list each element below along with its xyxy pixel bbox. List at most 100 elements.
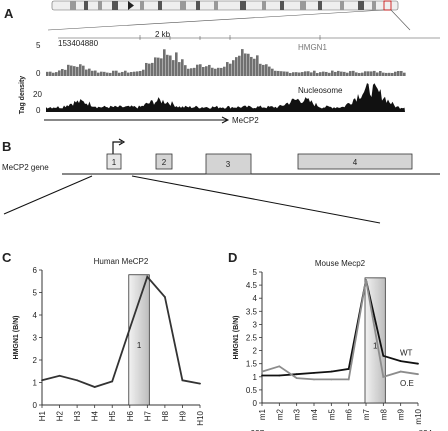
data-point: [199, 382, 201, 385]
y-tick-label: 3: [33, 334, 38, 343]
hmgn1-density-bar: [202, 67, 205, 76]
ideogram-band: [358, 1, 364, 10]
hmgn1-density-bar: [262, 64, 265, 76]
hmgn1-density-bar: [337, 70, 340, 76]
hmgn1-density-bar: [208, 64, 211, 76]
nucleosome-track-label: Nucleosome: [298, 86, 343, 95]
panel-label-a: A: [4, 6, 14, 21]
hmgn1-density-bar: [220, 67, 223, 76]
hmgn1-density-bar: [289, 72, 292, 76]
hmgn1-density-bar: [229, 63, 232, 76]
data-point: [399, 360, 402, 362]
y-tick-label: 2: [33, 356, 38, 365]
y-tick-label: 0.5: [246, 386, 258, 395]
centromere: [128, 1, 134, 10]
hmgn1-density-bar: [142, 69, 145, 76]
hmgn1-track-label: HMGN1: [298, 43, 327, 52]
hmgn1-density-bar: [148, 63, 151, 76]
hmgn1-density-bar: [118, 72, 121, 76]
hmgn1-density-bar: [250, 56, 253, 76]
nuc-tick-bottom: 0: [36, 106, 41, 115]
y-tick-label: 1: [253, 373, 258, 382]
hmgn1-density-bar: [82, 65, 85, 76]
ideogram-band: [214, 1, 218, 10]
exon-4-label: 4: [353, 158, 358, 167]
hmgn1-density-bar: [259, 63, 262, 76]
exon-1-label: 1: [112, 158, 117, 167]
hmgn1-density-bar: [241, 49, 244, 76]
hmgn1-density-bar: [370, 71, 373, 76]
hmgn1-density-bar: [163, 49, 166, 76]
hmgn1-density-bar: [328, 72, 331, 76]
hmgn1-density-bar: [343, 71, 346, 76]
hmgn1-density-bar: [133, 71, 136, 76]
x-tick-label: m6: [345, 408, 354, 420]
hmgn1-density-bar: [46, 71, 49, 76]
hmgn1-density-bar: [121, 71, 124, 76]
hmgn1-density-bar: [73, 66, 76, 76]
data-point: [261, 374, 263, 377]
hmgn1-density-bar: [295, 72, 298, 76]
data-point: [295, 377, 298, 380]
x-tick-label: H3: [73, 410, 82, 421]
y-tick-label: 2: [253, 347, 258, 356]
x-start-label: -937: [248, 429, 265, 431]
hmgn1-density-bar: [112, 70, 115, 76]
hmgn1-density-bar: [367, 71, 370, 76]
hmgn1-density-bar: [109, 72, 112, 76]
hmgn1-density-bar: [217, 67, 220, 76]
data-point: [146, 275, 149, 278]
data-point: [313, 371, 315, 374]
hmgn1-density-bar: [334, 71, 337, 76]
ideogram-band: [240, 1, 246, 10]
x-tick-label: m2: [275, 408, 284, 420]
hmgn1-density-bar: [382, 72, 385, 76]
hmgn1-density-bar: [94, 70, 97, 76]
ideogram-band: [300, 1, 306, 10]
exon-3-label: 3: [226, 160, 231, 169]
hmgn1-density-bar: [394, 71, 397, 76]
hmgn1-density-bar: [319, 72, 322, 76]
hmgn1-density-bar: [223, 66, 226, 76]
y-tick-label: 0: [253, 399, 258, 408]
hmgn1-density-bar: [313, 70, 316, 76]
hmgn1-density-bar: [157, 57, 160, 76]
tag-density-label: Tag density: [19, 76, 26, 114]
x-end-label: +824: [414, 429, 433, 431]
mecp2-gene-arrow: [44, 116, 230, 124]
data-point: [163, 296, 166, 298]
zoom-line-b-left: [3, 175, 93, 215]
hmgn1-density-bar: [139, 70, 142, 76]
x-tick-label: m4: [310, 408, 319, 420]
x-tick-label: H8: [161, 410, 170, 421]
exon-3: 3: [205, 153, 252, 175]
hmgn1-density-bar: [193, 67, 196, 76]
hmgn1-density-bar: [358, 72, 361, 76]
hmgn1-density-bar: [340, 71, 343, 76]
hmgn1-density-bar: [325, 71, 328, 76]
hmgn1-density-bar: [70, 65, 73, 76]
exon-box-label: 1: [137, 341, 142, 350]
data-point: [417, 373, 419, 376]
hmgn1-density-bar: [376, 72, 379, 76]
hmgn1-density-bar: [286, 71, 289, 76]
hmgn1-density-bar: [244, 53, 247, 76]
data-point: [347, 368, 350, 370]
hmgn1-density-bar: [322, 71, 325, 76]
hmgn1-density-bar: [316, 73, 319, 76]
hmgn1-density-bar: [226, 62, 229, 76]
hmgn1-density-bar: [169, 55, 172, 76]
ideogram-band: [372, 1, 376, 10]
hmgn1-tick-top: 5: [36, 41, 41, 50]
hmgn1-density-bar: [235, 57, 238, 76]
data-point: [278, 374, 281, 377]
hmgn1-density-bar: [292, 72, 295, 76]
hmgn1-density-bar: [67, 64, 70, 76]
chart-title: Mouse Mecp2: [315, 259, 366, 268]
series-line: [262, 279, 419, 377]
panel-label-d: D: [228, 250, 237, 265]
hmgn1-density-bar: [154, 57, 157, 76]
x-tick-label: m7: [362, 408, 371, 420]
